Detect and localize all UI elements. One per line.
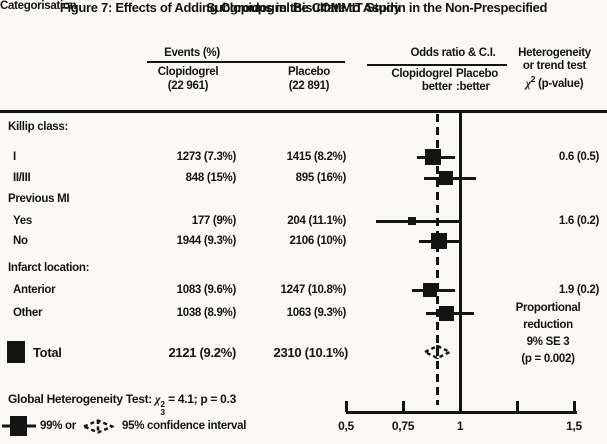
row-label: II/III (13, 172, 31, 184)
x-axis-tick-label: 1 (456, 419, 464, 433)
chi-superscript: 2 (160, 399, 166, 409)
row-label: No (13, 235, 28, 247)
row-label: I (13, 151, 16, 163)
total-diamond-marker (423, 344, 451, 360)
proportional-reduction-line: (p = 0.002) (521, 353, 575, 365)
figure-title-line1: Figure 7: Effects of Adding Clopidogrel … (59, 0, 548, 15)
odds-ratio-square (431, 233, 448, 249)
placebo-value: 204 (11.1%) (287, 215, 346, 227)
clopidogrel-value: 177 (9%) (191, 215, 237, 227)
x-axis-tick (402, 401, 405, 412)
column-header-placebo: Placebo (287, 66, 330, 78)
column-header-heterogeneity-1: Heterogeneity (518, 47, 591, 59)
events-underline (147, 61, 345, 63)
column-header-heterogeneity-3: χ2 (p-value) (502, 73, 607, 91)
clopidogrel-value: 848 (15%) (185, 172, 237, 184)
column-header-clopidogrel: Clopidogrel (157, 66, 219, 78)
clopidogrel-value: 1273 (7.3%) (176, 151, 237, 163)
proportional-reduction-line: Proportional (515, 302, 581, 314)
odds-ratio-square (423, 283, 438, 297)
clopidogrel-value: 1083 (9.6%) (176, 284, 237, 296)
header-rule (0, 110, 607, 113)
proportional-reduction-line: reduction (523, 319, 573, 331)
x-axis-tick (459, 401, 462, 412)
odds-label-placebo: Placebo (456, 68, 499, 80)
x-axis-tick-label: 0,75 (391, 419, 415, 433)
odds-ratio-square (438, 305, 454, 321)
chi-symbol: χ (155, 392, 161, 406)
row-label: Other (13, 307, 43, 319)
total-label: Total (33, 345, 62, 360)
column-header-events: Events (%) (164, 47, 220, 59)
confidence-interval-line (375, 219, 463, 223)
clopidogrel-value: 1944 (9.3%) (176, 235, 237, 247)
chi-symbol: χ (525, 77, 531, 90)
odds-label-clopidogrel: Clopidogrel (391, 68, 452, 80)
placebo-value: 2106 (10%) (289, 235, 347, 247)
odds-label-placebo-better: :better (456, 81, 490, 93)
total-square-marker (7, 341, 25, 363)
global-het-value: = 4.1; p = 0.3 (165, 392, 236, 406)
column-header-odds-ratio: Odds ratio & C.I. (410, 47, 496, 59)
x-axis-tick (573, 401, 576, 412)
odds-label-clopidogrel-better: better (421, 81, 452, 93)
row-group-label: Previous MI (8, 193, 70, 205)
column-header-categorisation: Categorisation (0, 0, 77, 12)
x-axis-tick-label: 1,5 (566, 419, 582, 433)
column-header-placebo-n: (22 891) (288, 80, 330, 92)
figure-title-line2: Subgroups in the COMMIT Study (206, 0, 401, 15)
legend-99ci-square-icon (2, 416, 36, 436)
clopidogrel-value: 1038 (8.9%) (176, 307, 237, 319)
legend-99ci-label: 99% or (40, 420, 76, 432)
chi-superscript: 2 (530, 74, 536, 84)
x-axis-tick-label: 0,5 (338, 419, 354, 433)
placebo-value: 1063 (9.3%) (286, 307, 347, 319)
heterogeneity-value: 0.6 (0.5) (558, 151, 599, 163)
x-axis-tick (345, 401, 348, 412)
placebo-value: 895 (16%) (295, 172, 347, 184)
row-label: Yes (13, 215, 32, 227)
row-group-label: Killip class: (8, 121, 69, 133)
total-clopidogrel-value: 2121 (9.2%) (168, 345, 236, 360)
column-header-heterogeneity-2: or trend test (522, 60, 587, 72)
legend-95ci-diamond-icon (82, 419, 114, 434)
odds-ratio-square (408, 217, 417, 225)
proportional-reduction-note: Proportional reduction 9% SE 3 (p = 0.002) (478, 300, 607, 368)
column-header-clopidogrel-n: (22 961) (167, 80, 209, 92)
row-label: Anterior (13, 284, 56, 296)
p-value-label: (p-value) (535, 77, 584, 90)
legend-95ci-label: 95% confidence interval (122, 420, 247, 432)
null-odds-line (458, 113, 462, 413)
x-axis-line (346, 411, 577, 414)
placebo-value: 1415 (8.2%) (286, 151, 347, 163)
odds-ratio-square (439, 171, 454, 185)
total-placebo-value: 2310 (10.1%) (273, 345, 349, 360)
global-het-prefix: Global Heterogeneity Test: (8, 392, 156, 406)
placebo-value: 1247 (10.8%) (280, 284, 347, 296)
proportional-reduction-line: 9% SE 3 (526, 336, 570, 348)
x-axis-tick (516, 401, 519, 412)
overall-odds-dashed-line (435, 114, 439, 405)
heterogeneity-value: 1.9 (0.2) (558, 284, 599, 296)
chi-subscript: 3 (160, 406, 166, 417)
odds-ratio-underline (367, 64, 507, 66)
row-group-label: Infarct location: (8, 262, 90, 274)
heterogeneity-value: 1.6 (0.2) (558, 215, 599, 227)
odds-ratio-square (424, 149, 441, 165)
